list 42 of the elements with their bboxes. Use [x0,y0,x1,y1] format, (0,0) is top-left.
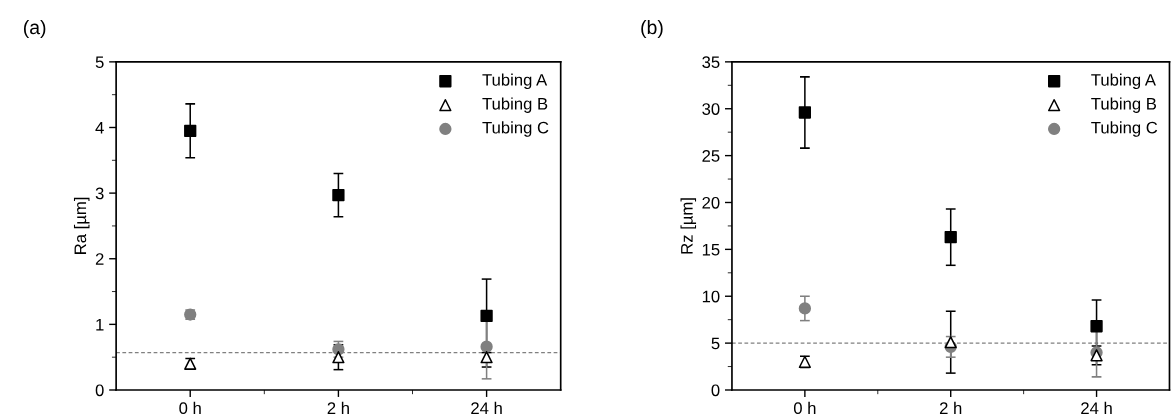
point [480,351,493,364]
y-tick-label: 30 [702,103,720,115]
x-tick-label: 2 h [939,401,962,414]
legend-label: Tubing B [1091,97,1157,113]
text: (b) [641,19,663,39]
legend-label: Tubing C [482,121,549,137]
point [1090,320,1103,333]
legend-label: Tubing A [1091,73,1156,90]
point [184,357,197,370]
point [480,309,493,322]
y-tick-label: 20 [702,196,720,209]
y-tick-label: 0 [711,384,720,397]
legend-label: Tubing A [482,73,548,90]
text: (a) [23,19,46,39]
y-tick-label: 4 [95,122,104,134]
x-tick-label: 2 h [327,401,349,414]
point [332,351,345,364]
legend-label: Tubing B [482,97,548,113]
y-tick-label: 1 [96,318,104,331]
point [798,302,812,315]
x-tick-label: 24 h [1081,401,1112,414]
y-tick-label: 35 [702,56,720,69]
y-tick-label: 5 [711,337,720,350]
legend-label: Tubing C [1091,121,1158,137]
point [184,124,197,137]
point [798,106,812,119]
y-tick-label: 3 [95,187,104,200]
y-tick-label: 2 [95,253,104,265]
point [944,231,957,244]
point [332,188,345,202]
y-tick-label: 0 [95,384,104,397]
x-tick-label: 24 h [471,401,502,414]
y-tick-label: 10 [702,290,720,303]
y-axis-title: Rz [µm] [680,198,697,254]
y-axis-title: Ra [µm] [73,197,90,254]
point [944,336,957,349]
y-tick-label: 15 [702,243,720,256]
y-tick-label: 25 [702,150,720,162]
x-tick-label: 0 h [793,401,816,415]
point [480,340,493,353]
y-tick-label: 5 [95,56,104,69]
x-tick-label: 0 h [179,401,201,415]
